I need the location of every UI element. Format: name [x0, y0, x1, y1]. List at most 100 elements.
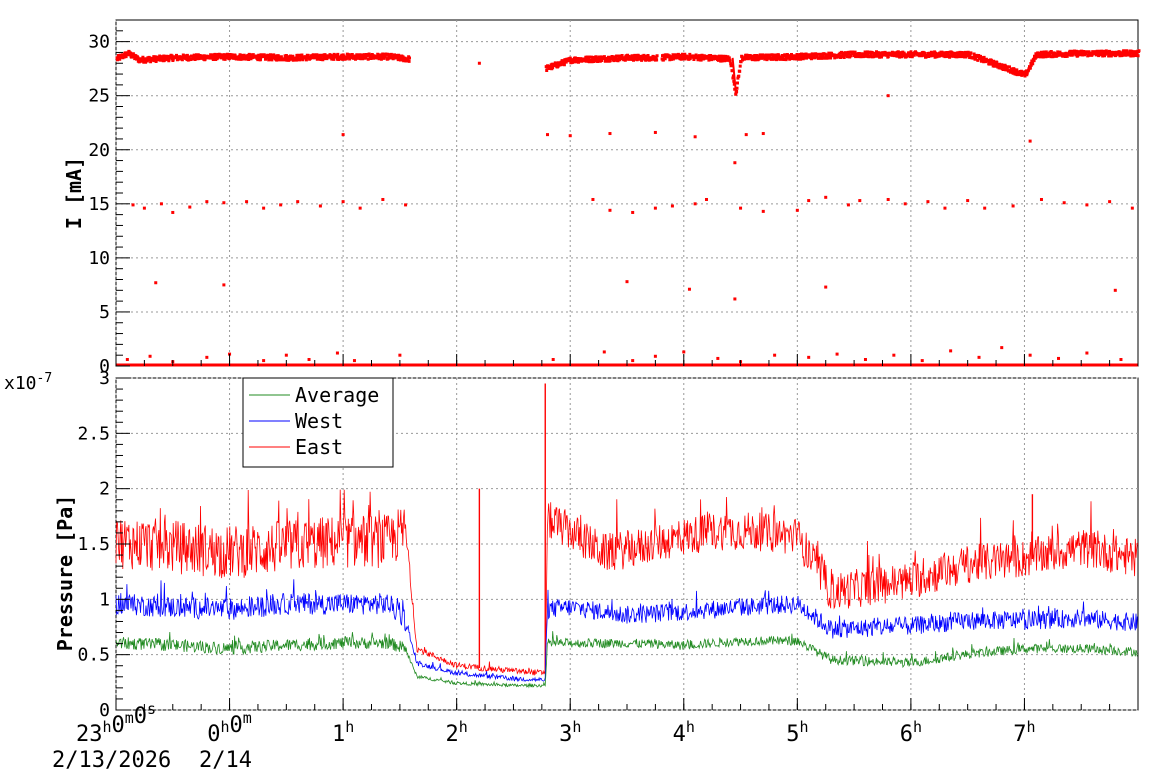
time-tick-label-5: 4h — [673, 718, 695, 747]
current-ytick-label-1: 5 — [99, 302, 110, 323]
current-point-2 — [159, 202, 163, 206]
current-point-52 — [154, 281, 158, 285]
current-point-10 — [296, 200, 300, 204]
current-low-point-0 — [125, 358, 129, 362]
current-point-40 — [1108, 200, 1112, 204]
current-point-43 — [546, 133, 550, 137]
time-tick-label-0: 23h0m0s — [76, 700, 156, 747]
current-point-17 — [608, 208, 612, 212]
current-ytick-label-4: 20 — [88, 140, 110, 161]
current-low-point-30 — [1119, 358, 1123, 362]
pressure-axis-label: Pressure [Pa] — [53, 495, 77, 652]
current-low-point-15 — [682, 350, 686, 354]
current-point-27 — [824, 195, 828, 199]
pressure-y-ticks: 0 0.5 1 1.5 2 2.5 3 — [77, 368, 130, 721]
date-start-label: 2/13/2026 — [52, 748, 171, 773]
current-ytick-label-6: 30 — [88, 32, 110, 53]
current-point-18 — [631, 210, 635, 214]
current-point-24 — [761, 209, 765, 213]
current-low-point-18 — [773, 353, 777, 357]
current-low-point-22 — [892, 353, 896, 357]
current-point-13 — [358, 206, 362, 210]
current-y-ticks: 0 5 10 15 20 25 30 — [88, 19, 130, 377]
current-point-1 — [142, 206, 146, 210]
current-low-point-28 — [1057, 356, 1061, 360]
current-point-30 — [886, 197, 890, 201]
current-point-55 — [687, 287, 691, 291]
current-low-point-9 — [352, 359, 356, 363]
pressure-ytick-label-6: 3 — [99, 368, 110, 389]
pressure-panel: 0 0.5 1 1.5 2 2.5 3 Pressure [Pa] x10-7 — [4, 368, 1139, 721]
current-low-point-8 — [335, 351, 339, 355]
current-low-point-25 — [977, 355, 981, 359]
current-point-37 — [1039, 197, 1043, 201]
current-point-57 — [1113, 288, 1117, 292]
current-plot-frame — [115, 19, 1139, 367]
current-point-54 — [625, 280, 629, 284]
current-point-15 — [404, 203, 408, 207]
current-ytick-label-5: 25 — [88, 86, 110, 107]
current-ytick-label-3: 15 — [88, 194, 110, 215]
current-low-point-24 — [949, 349, 953, 353]
time-tick-label-4: 3h — [559, 718, 581, 747]
current-low-point-29 — [1085, 351, 1089, 355]
current-point-46 — [653, 130, 657, 134]
current-low-point-3 — [205, 355, 209, 359]
current-point-60 — [477, 61, 481, 65]
legend-label-average: Average — [295, 383, 379, 407]
current-point-4 — [188, 205, 192, 209]
current-point-16 — [591, 197, 595, 201]
current-point-51 — [733, 161, 737, 165]
current-point-6 — [222, 201, 226, 205]
current-point-56 — [824, 285, 828, 289]
current-point-41 — [1130, 206, 1134, 210]
current-low-point-23 — [920, 359, 924, 363]
pressure-ytick-label-1: 0.5 — [77, 645, 110, 666]
current-point-25 — [795, 208, 799, 212]
current-low-point-7 — [307, 358, 311, 362]
legend: Average West East — [242, 377, 394, 468]
current-axis-label: I [mA] — [62, 157, 86, 229]
current-low-point-14 — [653, 354, 657, 358]
current-low-point-16 — [716, 356, 720, 360]
current-grid — [115, 20, 1138, 367]
pressure-scale-exponent: -7 — [37, 371, 53, 386]
current-dropout-mark — [731, 57, 738, 94]
pressure-ytick-label-0: 0 — [99, 700, 110, 721]
current-point-26 — [807, 199, 811, 203]
current-low-point-6 — [284, 353, 288, 357]
current-panel: 0 5 10 15 20 25 30 I [mA] — [62, 19, 1141, 377]
current-point-36 — [1011, 204, 1015, 208]
current-point-8 — [262, 206, 266, 210]
current-point-47 — [693, 135, 697, 139]
pressure-lines — [115, 383, 1138, 689]
current-point-7 — [245, 200, 249, 204]
time-tick-label-6: 5h — [786, 718, 808, 747]
current-point-14 — [381, 197, 385, 201]
current-ytick-label-2: 10 — [88, 248, 110, 269]
current-low-point-1 — [148, 354, 152, 358]
current-point-53 — [222, 283, 226, 287]
current-low-point-20 — [835, 352, 839, 356]
current-point-20 — [670, 204, 674, 208]
current-point-50 — [1028, 139, 1032, 143]
current-low-point-12 — [602, 350, 606, 354]
current-point-34 — [966, 199, 970, 203]
current-point-3 — [171, 210, 175, 214]
current-point-9 — [279, 203, 283, 207]
current-point-44 — [568, 134, 572, 138]
time-tick-label-8: 7h — [1013, 718, 1035, 747]
current-point-0 — [131, 203, 135, 207]
current-point-42 — [341, 133, 345, 137]
pressure-line-west — [115, 579, 1138, 683]
current-low-point-5 — [262, 359, 266, 363]
current-low-point-26 — [1000, 346, 1004, 350]
pressure-ytick-label-4: 2 — [99, 479, 110, 500]
current-point-38 — [1062, 201, 1066, 205]
legend-box — [242, 377, 394, 468]
time-tick-label-2: 1h — [332, 718, 354, 747]
current-point-59 — [886, 94, 890, 98]
pressure-line-average — [115, 631, 1138, 689]
current-low-point-11 — [551, 358, 555, 362]
